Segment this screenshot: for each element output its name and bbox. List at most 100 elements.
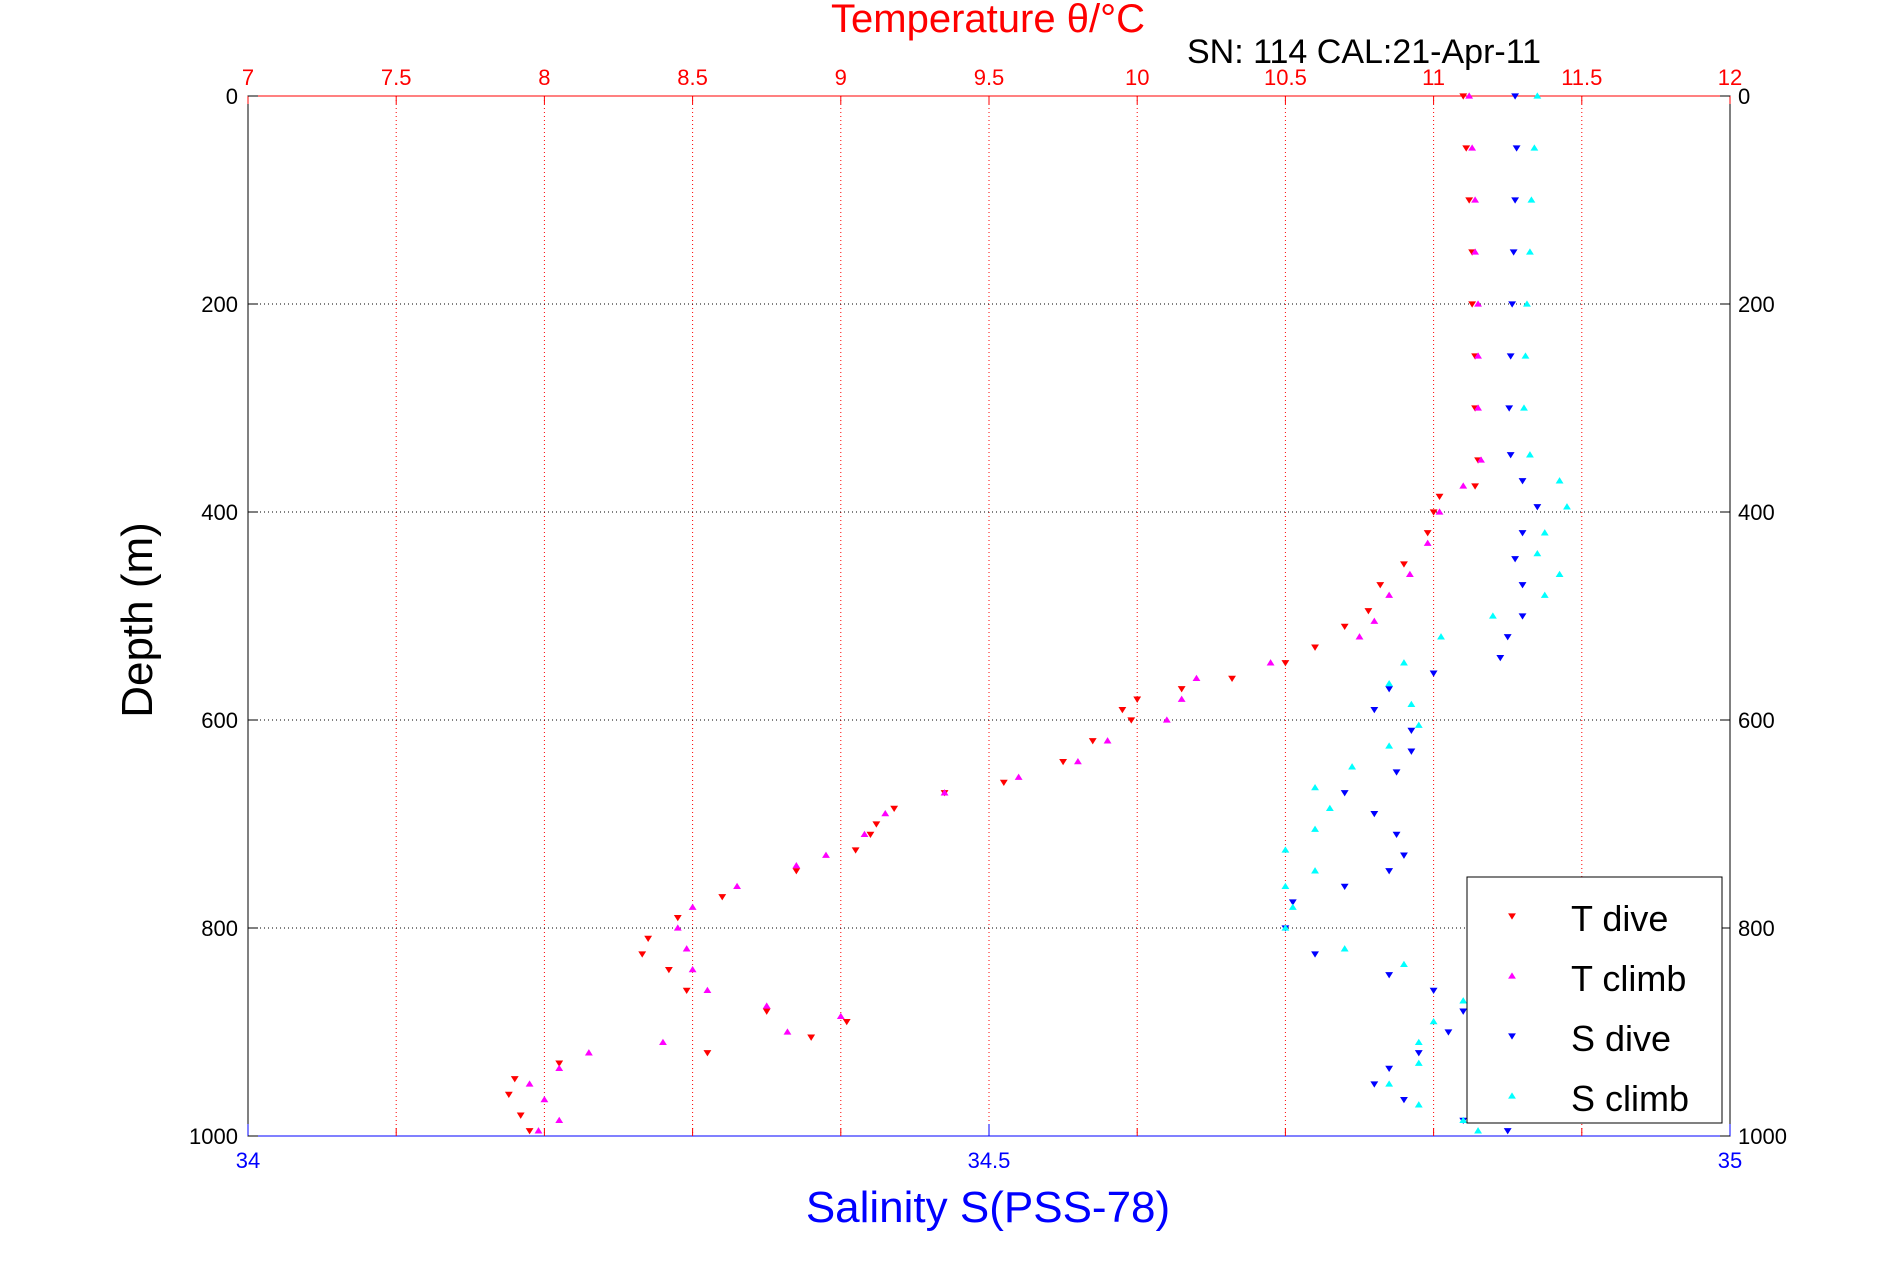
data-point-s-climb	[1523, 300, 1531, 307]
salinity-tick-label: 34	[236, 1148, 260, 1173]
data-point-s-climb	[1530, 144, 1539, 151]
data-point-s-dive	[1429, 987, 1438, 995]
data-point-t-dive	[1423, 530, 1432, 537]
data-point-t-climb	[1465, 92, 1474, 99]
data-point-s-dive	[1340, 883, 1349, 891]
data-point-t-climb	[1073, 757, 1082, 765]
temperature-tick-label: 11	[1422, 65, 1445, 90]
data-point-s-dive	[1370, 706, 1379, 714]
data-point-t-dive	[1364, 608, 1373, 615]
data-point-t-climb	[1435, 508, 1444, 515]
data-point-t-climb	[703, 986, 712, 994]
depth-tick-label: 200	[1738, 292, 1775, 317]
data-point-t-dive	[1429, 509, 1438, 516]
data-point-s-climb	[1385, 742, 1394, 749]
data-point-s-dive	[1518, 613, 1527, 620]
data-point-t-climb	[525, 1080, 534, 1087]
data-point-t-climb	[1162, 716, 1171, 723]
data-point-t-dive	[504, 1091, 513, 1099]
x-axis-label-salinity: Salinity S(PSS-78)	[806, 1183, 1170, 1232]
data-point-s-climb	[1533, 92, 1542, 99]
data-point-s-dive	[1370, 810, 1379, 818]
data-point-t-climb	[1103, 737, 1112, 744]
data-point-t-dive	[807, 1034, 816, 1041]
data-point-s-climb	[1540, 529, 1549, 536]
data-points	[504, 92, 1571, 1135]
data-point-t-climb	[1177, 695, 1186, 702]
data-point-s-dive	[1288, 899, 1297, 906]
data-point-t-dive	[872, 821, 881, 828]
temperature-tick-label: 8	[538, 65, 550, 90]
data-point-s-climb	[1533, 549, 1542, 557]
data-point-s-dive	[1503, 1128, 1512, 1135]
data-point-t-climb	[860, 830, 869, 838]
salinity-tick-label: 34.5	[968, 1148, 1011, 1173]
data-point-s-climb	[1281, 924, 1290, 931]
data-point-t-climb	[783, 1028, 792, 1035]
data-point-s-climb	[1400, 659, 1408, 666]
data-point-s-dive	[1518, 478, 1527, 485]
data-point-s-dive	[1508, 301, 1517, 308]
data-point-s-climb	[1414, 721, 1423, 728]
data-point-t-climb	[822, 851, 830, 858]
data-point-s-climb	[1281, 846, 1290, 853]
data-point-s-climb	[1555, 570, 1564, 578]
data-point-t-dive	[1228, 675, 1236, 683]
depth-tick-label: 400	[1738, 500, 1775, 525]
depth-tick-label: 400	[201, 500, 238, 525]
data-point-t-climb	[584, 1049, 593, 1056]
data-point-s-climb	[1385, 1080, 1394, 1087]
data-point-s-dive	[1311, 951, 1319, 958]
data-point-s-dive	[1518, 530, 1527, 537]
data-point-t-climb	[555, 1064, 564, 1072]
grid-lines	[248, 96, 1730, 1136]
depth-tick-label: 0	[1738, 84, 1750, 109]
legend-label-s-climb: S climb	[1571, 1078, 1689, 1119]
data-point-t-dive	[1376, 582, 1385, 589]
data-point-s-dive	[1506, 353, 1515, 360]
data-point-s-climb	[1325, 804, 1334, 812]
data-point-t-climb	[688, 903, 697, 910]
data-point-s-dive	[1407, 748, 1416, 755]
data-point-s-dive	[1385, 686, 1394, 693]
data-point-s-climb	[1311, 867, 1319, 874]
data-point-t-dive	[1400, 561, 1408, 568]
data-point-s-dive	[1385, 868, 1394, 875]
data-point-t-dive	[1435, 493, 1444, 501]
data-point-s-climb	[1400, 960, 1408, 968]
temperature-tick-label: 10.5	[1264, 65, 1307, 90]
data-point-s-dive	[1400, 1096, 1408, 1104]
data-point-s-climb	[1407, 700, 1416, 708]
data-point-t-dive	[718, 894, 727, 901]
data-point-s-climb	[1281, 882, 1290, 890]
salinity-tick-label: 35	[1718, 1148, 1742, 1173]
data-point-t-dive	[792, 868, 801, 875]
data-point-s-dive	[1385, 1065, 1394, 1073]
data-point-s-climb	[1414, 1059, 1423, 1066]
data-point-t-dive	[703, 1050, 712, 1057]
data-point-s-dive	[1392, 769, 1401, 776]
chart-subtitle: SN: 114 CAL:21-Apr-11	[1187, 33, 1541, 71]
data-point-t-climb	[534, 1127, 543, 1134]
data-point-t-climb	[659, 1038, 667, 1046]
data-point-t-dive	[866, 831, 875, 839]
data-point-s-climb	[1521, 352, 1530, 359]
data-point-t-dive	[1133, 696, 1142, 703]
data-point-s-dive	[1518, 582, 1527, 589]
legend-label-s-dive: S dive	[1571, 1018, 1671, 1059]
temperature-tick-label: 9	[835, 65, 847, 90]
data-point-t-climb	[555, 1116, 564, 1124]
data-point-t-climb	[836, 1012, 845, 1020]
data-point-s-climb	[1437, 633, 1445, 640]
data-point-t-climb	[1474, 352, 1482, 359]
data-point-s-climb	[1540, 591, 1549, 598]
data-point-t-dive	[1059, 758, 1068, 766]
data-point-t-dive	[762, 1008, 771, 1015]
depth-tick-label: 0	[226, 84, 238, 109]
temperature-tick-label: 10	[1125, 65, 1149, 90]
data-point-t-dive	[1177, 686, 1186, 693]
data-point-t-dive	[1471, 483, 1480, 490]
data-point-t-dive	[1459, 93, 1468, 100]
data-point-s-dive	[1340, 790, 1349, 797]
data-point-t-climb	[1468, 144, 1477, 151]
